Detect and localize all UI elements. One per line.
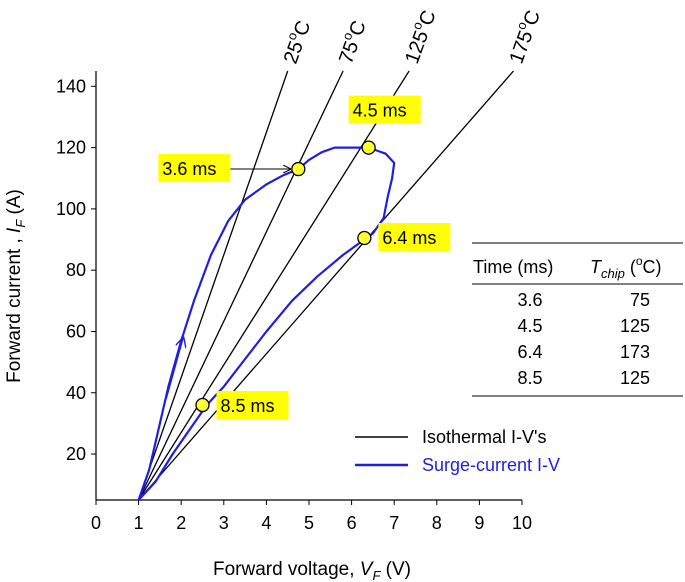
table-row-time: 8.5 <box>517 368 542 388</box>
y-tick-label: 80 <box>66 260 86 280</box>
isotherm-label-part: 175 <box>506 28 538 67</box>
x-tick-label: 2 <box>176 513 186 533</box>
isotherm-line <box>138 70 344 501</box>
table-row-time: 6.4 <box>517 342 542 362</box>
isotherm-label-text: 125oC <box>397 6 440 67</box>
isotherm-line <box>137 70 289 501</box>
y-axis-title-text: Forward current , <box>4 233 25 383</box>
table-header-temp-symbol: T <box>590 257 603 277</box>
isotherm-label-part: C <box>519 7 545 28</box>
isotherm-label-part: o <box>284 30 301 42</box>
table-header-temp-sup: o <box>636 254 643 268</box>
isotherm-label-part: 75 <box>335 38 363 66</box>
time-marker <box>361 140 376 155</box>
direction-arrow <box>165 338 183 400</box>
data-table: Time (ms) Tchip (oC) 3.6 75 4.5 125 6.4 … <box>472 242 683 397</box>
x-tick-label: 9 <box>474 513 484 533</box>
callout-box <box>348 95 421 124</box>
x-tick-label: 7 <box>389 513 399 533</box>
legend-surge-label: Surge-current I-V <box>422 455 560 475</box>
x-tick-label: 1 <box>134 513 144 533</box>
x-tick-label: 8 <box>432 513 442 533</box>
x-axis-title-text: Forward voltage, <box>213 559 360 580</box>
table-row-temp: 173 <box>620 342 650 362</box>
table-header-temp-open: ( <box>625 257 636 277</box>
table-header-temp-close: C) <box>643 257 662 277</box>
isotherm-label-part: C <box>415 7 441 28</box>
isotherm-label-text: 175oC <box>502 6 545 67</box>
isotherm-label-part: C <box>290 18 316 39</box>
legend-isothermal-label: Isothermal I-V's <box>422 427 546 447</box>
x-tick-label: 5 <box>304 513 314 533</box>
callout-label: 6.4 ms <box>382 228 436 248</box>
table-row-temp: 125 <box>620 316 650 336</box>
callout-box <box>158 154 231 183</box>
x-tick-label: 10 <box>512 513 532 533</box>
isotherm-label: 75oC <box>331 17 371 67</box>
isotherm-line <box>138 70 410 501</box>
isotherm-label: 125oC <box>397 6 441 67</box>
callout-box <box>378 223 451 252</box>
x-axis-title-sub: F <box>372 568 381 582</box>
callout-label: 4.5 ms <box>353 101 407 121</box>
isotherm-label-part: 25 <box>280 38 308 66</box>
legend: Isothermal I-V's Surge-current I-V <box>355 427 560 475</box>
x-tick-label: 4 <box>261 513 271 533</box>
y-axis-title-symbol: I <box>4 227 25 233</box>
y-axis-title: Forward current , IF (A) <box>4 189 28 383</box>
x-axis-title: Forward voltage, VF (V) <box>213 559 411 582</box>
time-marker <box>291 161 306 177</box>
surge-curve <box>137 146 396 501</box>
x-tick-label: 3 <box>219 513 229 533</box>
isotherm-label-part: o <box>409 20 426 32</box>
table-row-time: 3.6 <box>517 290 542 310</box>
isotherm-label-text: 75oC <box>331 17 370 67</box>
table-row-temp: 75 <box>630 290 650 310</box>
table-row-time: 4.5 <box>517 316 542 336</box>
x-axis-title-unit: (V) <box>380 559 411 580</box>
isotherm-label-part: 125 <box>401 28 433 67</box>
y-axis-title-unit: (A) <box>4 189 25 220</box>
isotherm-label-part: C <box>345 18 371 39</box>
callout-box <box>216 391 289 420</box>
y-axis-title-sub: F <box>13 219 28 228</box>
table-header-time: Time (ms) <box>473 257 553 277</box>
x-axis-title-symbol: V <box>360 559 375 580</box>
x-tick-label: 6 <box>347 513 357 533</box>
callout-label: 8.5 ms <box>221 396 275 416</box>
table-row-temp: 125 <box>620 368 650 388</box>
time-marker <box>195 397 210 413</box>
table-header-temp: Tchip (oC) <box>590 254 662 281</box>
time-marker <box>357 230 372 246</box>
table-header-temp-sub: chip <box>601 266 625 281</box>
isotherm-label-text: 25oC <box>276 17 315 67</box>
y-tick-label: 60 <box>66 321 86 341</box>
y-tick-label: 20 <box>66 444 86 464</box>
y-tick-label: 100 <box>56 199 86 219</box>
isotherm-line <box>138 70 514 501</box>
x-tick-label: 0 <box>91 513 101 533</box>
isotherm-label-part: o <box>513 20 530 32</box>
isotherm-label: 25oC <box>276 17 316 67</box>
callout-label: 3.6 ms <box>162 159 216 179</box>
y-tick-label: 120 <box>56 138 86 158</box>
y-tick-label: 40 <box>66 383 86 403</box>
y-tick-label: 140 <box>56 76 86 96</box>
isotherm-label-part: o <box>339 30 356 42</box>
isotherm-label: 175oC <box>502 6 546 67</box>
